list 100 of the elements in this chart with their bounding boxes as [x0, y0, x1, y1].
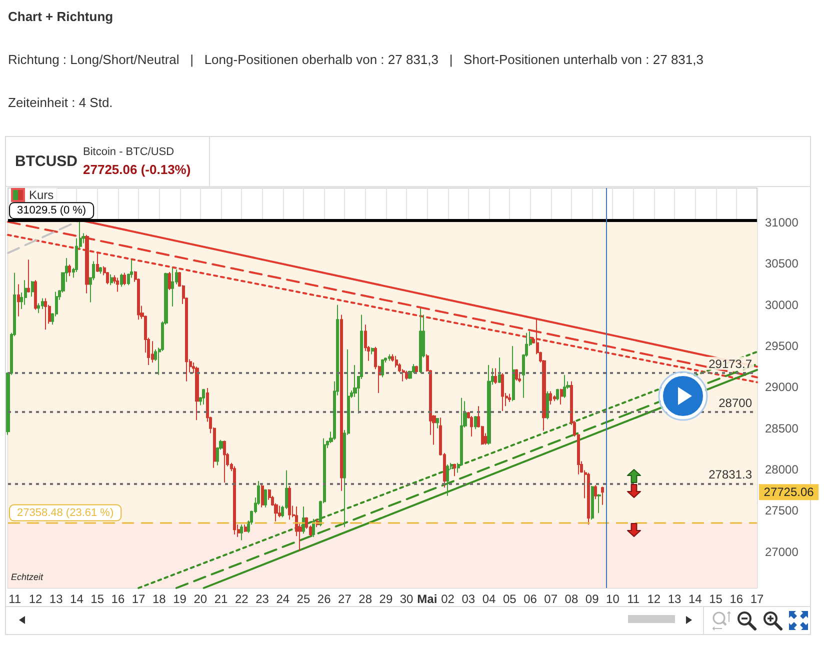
candlestick	[123, 272, 126, 286]
x-tick-label: 23	[256, 592, 270, 606]
candlestick	[512, 346, 515, 402]
x-tick-label: 29	[379, 592, 393, 606]
x-tick-label: 08	[564, 592, 578, 606]
x-tick-label: 06	[524, 592, 538, 606]
chart-title: Chart + Richtung	[8, 9, 114, 25]
candlestick	[110, 274, 113, 286]
text: BTCUSD	[15, 153, 78, 171]
candlestick	[453, 463, 456, 477]
x-tick-label: 14	[70, 592, 84, 606]
y-tick-label: 28000	[765, 462, 799, 476]
candlestick	[501, 372, 504, 412]
candlestick	[436, 418, 439, 429]
candlestick	[96, 252, 99, 272]
candlestick	[261, 482, 264, 508]
x-tick-label: 18	[152, 592, 166, 606]
x-tick-label: 10	[606, 592, 620, 606]
x-tick-label: 13	[49, 592, 64, 606]
candlestick	[17, 284, 20, 317]
candlestick	[44, 298, 47, 330]
candlestick	[474, 415, 477, 430]
ref-line-label: 27358.48 (23.61 %)	[17, 506, 114, 519]
candlestick	[553, 394, 556, 402]
x-tick-label: 17	[132, 592, 146, 606]
y-tick-label: 30500	[765, 256, 799, 271]
candlestick	[487, 364, 491, 446]
candlestick	[85, 234, 89, 294]
candlestick	[494, 368, 497, 384]
candlestick	[240, 524, 243, 541]
candlestick	[381, 358, 384, 378]
candlestick	[601, 486, 604, 506]
candlestick	[518, 372, 521, 383]
ref-line-label: 27831.3	[708, 467, 752, 482]
candlestick	[597, 494, 601, 514]
x-tick-label: 25	[296, 592, 310, 606]
text: 27725.06 (-0.13%)	[83, 162, 191, 178]
candlestick	[419, 308, 422, 374]
x-tick-label: 09	[585, 592, 600, 606]
x-tick-label: 14	[688, 592, 702, 606]
candlestick	[41, 298, 44, 310]
candlestick	[594, 484, 597, 500]
chart-subtitle: Richtung : Long/Short/Neutral | Long-Positionen oberhalb von : 27 831,3 | Short-Positionen unterhalb von : 27 831,3	[8, 52, 704, 68]
candlestick	[120, 273, 123, 288]
candlestick	[202, 388, 205, 405]
x-tick-label: 03	[462, 592, 476, 606]
x-tick-label: 15	[90, 592, 104, 606]
candlestick	[244, 524, 247, 533]
candlestick	[415, 365, 418, 374]
candlestick	[388, 354, 391, 362]
candlestick	[508, 393, 511, 402]
candlestick	[68, 264, 71, 277]
candlestick	[587, 472, 590, 526]
x-tick-label: 13	[668, 592, 682, 606]
candlestick	[312, 518, 315, 538]
candlestick	[264, 488, 267, 508]
ref-line-label: 31029.5 (0 %)	[17, 204, 86, 217]
x-tick-label: 17	[750, 592, 764, 606]
candlestick	[34, 280, 37, 310]
candlestick	[27, 259, 30, 294]
candlestick	[288, 485, 291, 520]
candlestick	[470, 415, 473, 438]
x-tick-label: 20	[194, 592, 208, 606]
x-tick-label: 21	[214, 592, 228, 606]
annotation: Echtzeit	[11, 572, 44, 583]
candlestick	[195, 366, 199, 421]
ref-line-label: 28700	[718, 396, 752, 410]
candlestick	[405, 370, 408, 380]
candlestick	[151, 340, 154, 363]
x-tick-label: 12	[647, 592, 661, 606]
candlestick	[549, 390, 552, 405]
candlestick	[168, 271, 171, 291]
x-tick-label: 15	[709, 592, 723, 606]
candlestick	[556, 388, 559, 401]
x-tick-label: 26	[317, 592, 332, 606]
candlestick	[171, 267, 174, 308]
x-tick-label: 28	[358, 592, 372, 606]
y-tick-label: 27000	[765, 544, 799, 559]
ref-line-label: 29173.7	[708, 356, 752, 371]
y-tick-label: 30000	[765, 298, 799, 312]
text: Bitcoin - BTC/USD	[83, 146, 174, 160]
x-tick-label: 27	[338, 592, 352, 606]
y-tick-label: 28500	[765, 421, 799, 436]
text: 27725.06	[764, 485, 814, 500]
text: Zeiteinheit : 4 Std.	[8, 95, 113, 111]
candlestick	[546, 390, 549, 420]
candlestick	[116, 277, 119, 292]
x-tick-label: 11	[8, 592, 22, 606]
candlestick	[31, 280, 34, 298]
y-tick-label: 29500	[765, 339, 799, 354]
candlestick	[24, 280, 27, 306]
candlestick	[563, 374, 566, 398]
x-tick-label: 16	[111, 592, 125, 606]
x-tick-label: 07	[544, 592, 558, 606]
candlestick	[223, 440, 226, 484]
candlestick	[302, 506, 305, 534]
x-tick-label: 24	[276, 592, 290, 606]
candlestick	[446, 464, 449, 496]
candlestick	[560, 388, 563, 405]
candlestick	[340, 314, 343, 492]
